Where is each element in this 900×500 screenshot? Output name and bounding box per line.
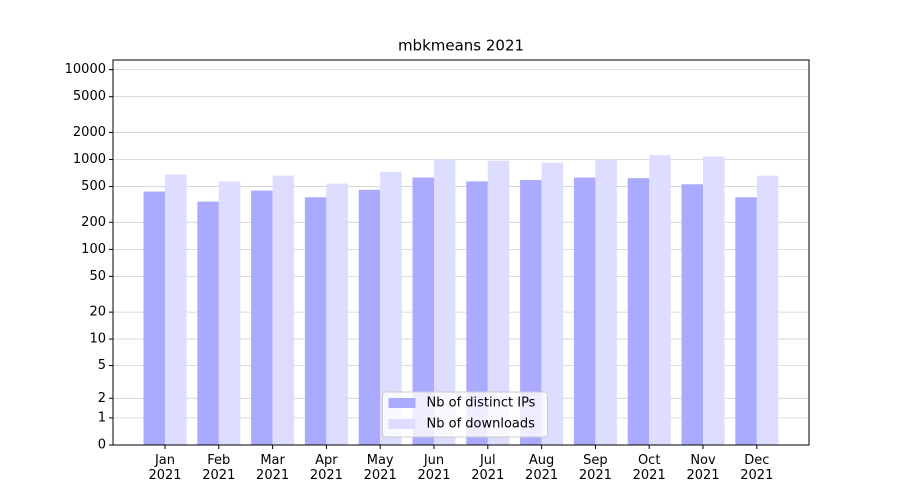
bar: [735, 197, 757, 445]
bar: [627, 178, 650, 446]
legend-label: Nb of distinct IPs: [427, 396, 536, 411]
bar: [197, 201, 219, 445]
legend-box: [382, 391, 548, 438]
bar: [434, 159, 456, 446]
x-tick-label: Jul 2021: [471, 453, 505, 483]
x-tick-label: Nov 2021: [686, 453, 720, 483]
bar: [251, 190, 273, 445]
legend-swatch: [388, 419, 416, 429]
y-tick-label: 200: [81, 215, 106, 230]
chart-title: mbkmeans 2021: [398, 37, 524, 55]
bar: [573, 177, 596, 445]
x-tick-label: Sep 2021: [578, 453, 612, 483]
bar: [304, 197, 327, 445]
bar: [326, 183, 348, 445]
bar: [143, 191, 165, 445]
legend-swatch: [388, 398, 416, 408]
bar: [218, 181, 241, 446]
x-tick-label: Jan 2021: [148, 453, 182, 483]
y-tick-label: 10000: [65, 62, 106, 77]
x-tick-label: Jun 2021: [417, 453, 451, 483]
y-tick-label: 2: [98, 391, 106, 406]
bar: [703, 156, 725, 445]
bar: [358, 189, 381, 445]
y-tick-label: 2000: [73, 125, 106, 140]
bar: [520, 180, 542, 445]
plot-frame: [112, 59, 810, 446]
y-tick-label: 1: [98, 410, 106, 425]
x-tick-label: Apr 2021: [309, 453, 343, 483]
x-tick-label: Feb 2021: [202, 453, 236, 483]
bar: [272, 175, 295, 445]
bar: [541, 162, 564, 445]
x-tick-label: Dec 2021: [740, 453, 774, 483]
legend: Nb of distinct IPs Nb of downloads: [382, 391, 548, 438]
y-tick-label: 100: [81, 242, 106, 257]
y-tick-label: 5000: [73, 89, 106, 104]
x-tick-label: Aug 2021: [525, 453, 559, 483]
bar: [756, 175, 779, 445]
y-tick-label: 500: [81, 179, 106, 194]
x-tick-label: Mar 2021: [256, 453, 290, 483]
bar: [380, 171, 402, 445]
bar: [165, 174, 187, 445]
bar: [412, 177, 434, 445]
y-tick-label: 1000: [73, 152, 106, 167]
bar: [681, 184, 703, 445]
x-tick-label: May 2021: [363, 453, 397, 483]
y-tick-label: 50: [89, 269, 106, 284]
y-tick-label: 10: [89, 332, 106, 347]
y-tick-label: 0: [98, 438, 106, 453]
bar: [466, 181, 488, 446]
legend-label: Nb of downloads: [427, 417, 536, 432]
bar: [595, 159, 617, 446]
x-tick-label: Oct 2021: [632, 453, 666, 483]
y-tick-label: 5: [98, 358, 106, 373]
y-tick-label: 20: [89, 305, 106, 320]
bar: [487, 160, 510, 445]
bar: [649, 155, 671, 446]
